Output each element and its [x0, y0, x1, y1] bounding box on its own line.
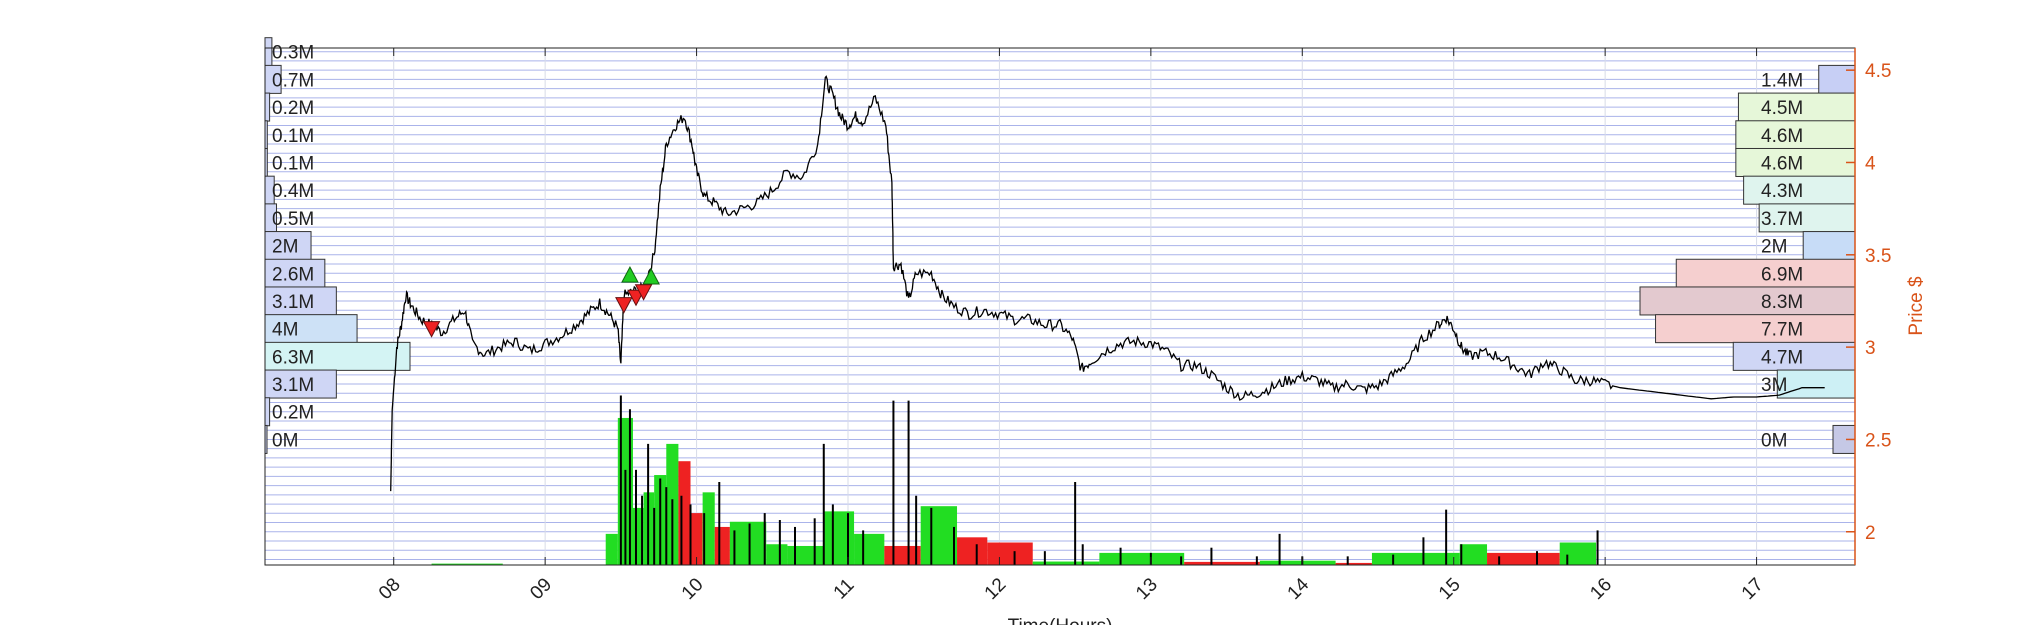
price-series: [390, 75, 1825, 492]
y-tick-label: 3.5: [1865, 246, 1891, 267]
volume-profile-left-label: 2M: [272, 237, 298, 258]
volume-block: [1184, 561, 1260, 565]
volume-profile-left-label: 0.7M: [272, 70, 314, 91]
volume-profile-right-bar: [1776, 369, 1856, 399]
volume-profile-right-label: 7.7M: [1761, 320, 1803, 341]
y-tick-label: 4.5: [1865, 61, 1891, 82]
volume-block: [690, 513, 703, 565]
volume-profile-left-label: 0.1M: [272, 153, 314, 174]
volume-profile-left-label: 0M: [272, 430, 298, 451]
volume-profile-right-label: 4.3M: [1761, 181, 1803, 202]
volume-profile-left-bar: [264, 37, 273, 67]
volume-block: [605, 533, 618, 565]
volume-profile-right-label: 3.7M: [1761, 209, 1803, 230]
volume-block: [678, 461, 691, 565]
volume-block: [957, 537, 988, 565]
volume-block: [1559, 542, 1597, 565]
volume-profile-right-bar: [1758, 203, 1856, 233]
volume-profile-left-bar: [264, 286, 337, 316]
volume-profile: 0.3M 0.7M 0.2M 0.1M 0.1M 0.4M 0.5M 2M 2.6M 3.1M 4M…: [264, 37, 1856, 454]
volume-profile-left-label: 0.2M: [272, 403, 314, 424]
y-tick-label: 4: [1865, 153, 1876, 174]
volume-profile-right-label: 1.4M: [1761, 70, 1803, 91]
volume-block: [823, 511, 855, 565]
volume-bars: [431, 395, 1599, 565]
volume-profile-left-label: 0.3M: [272, 43, 314, 64]
volume-block: [766, 544, 788, 565]
volume-profile-right-label: 3M: [1761, 375, 1787, 396]
y-tick-label: 2.5: [1865, 430, 1891, 451]
y-tick-label: 3: [1865, 338, 1876, 359]
volume-profile-left-label: 6.3M: [272, 347, 314, 368]
buy-marker: [642, 267, 660, 285]
volume-profile-right-bar: [1737, 92, 1856, 122]
volume-block: [714, 526, 730, 565]
volume-profile-left-label: 0.5M: [272, 209, 314, 230]
volume-profile-left-label: 0.4M: [272, 181, 314, 202]
volume-block: [854, 533, 885, 565]
volume-profile-right-label: 0M: [1761, 430, 1787, 451]
volume-block: [987, 542, 1033, 565]
volume-block: [1459, 544, 1488, 565]
price-line: [390, 75, 1825, 492]
sell-marker: [634, 284, 653, 301]
volume-profile-left-bar: [264, 314, 358, 344]
volume-block: [632, 507, 644, 565]
volume-profile-left-label: 0.2M: [272, 98, 314, 119]
volume-profile-right-bar: [1732, 341, 1856, 371]
sell-marker: [422, 321, 441, 338]
volume-profile-right-bar: [1639, 286, 1856, 316]
volume-profile-left-label: 3.1M: [272, 292, 314, 313]
y-axis-label: Price $: [1906, 276, 1927, 336]
volume-profile-left-bar: [264, 341, 411, 371]
volume-profile-right-label: 2M: [1761, 237, 1787, 258]
volume-block: [787, 545, 824, 565]
volume-block: [1487, 552, 1560, 565]
volume-profile-left-label: 3.1M: [272, 375, 314, 396]
volume-profile-left-label: 0.1M: [272, 126, 314, 147]
volume-block: [1335, 562, 1372, 565]
volume-profile-left-label: 4M: [272, 320, 298, 341]
volume-profile-left-bar: [264, 397, 271, 427]
x-axis-label: Time(Hours): [1008, 616, 1113, 625]
volume-profile-right-bar: [1655, 314, 1856, 344]
buy-marker: [621, 266, 639, 283]
volume-profile-right-label: 4.5M: [1761, 98, 1803, 119]
volume-block: [729, 521, 767, 565]
volume-profile-right-label: 4.6M: [1761, 126, 1803, 147]
volume-profile-right-bar: [1675, 258, 1856, 288]
trade-markers: [422, 266, 660, 338]
y-tick-label: 2: [1865, 523, 1876, 544]
volume-profile-left-bar: [264, 92, 271, 122]
volume-profile-right-label: 4.7M: [1761, 347, 1803, 368]
volume-profile-right-label: 8.3M: [1761, 292, 1803, 313]
sell-marker: [615, 297, 633, 314]
volume-block: [1099, 552, 1185, 565]
volume-profile-right-label: 6.9M: [1761, 264, 1803, 285]
volume-block: [1032, 561, 1100, 565]
volume-profile-left-label: 2.6M: [272, 264, 314, 285]
volume-block: [1259, 560, 1336, 565]
grid: [265, 48, 1855, 565]
volume-block: [431, 563, 503, 565]
volume-block: [920, 506, 958, 565]
volume-block: [702, 492, 715, 565]
volume-profile-right-label: 4.6M: [1761, 153, 1803, 174]
